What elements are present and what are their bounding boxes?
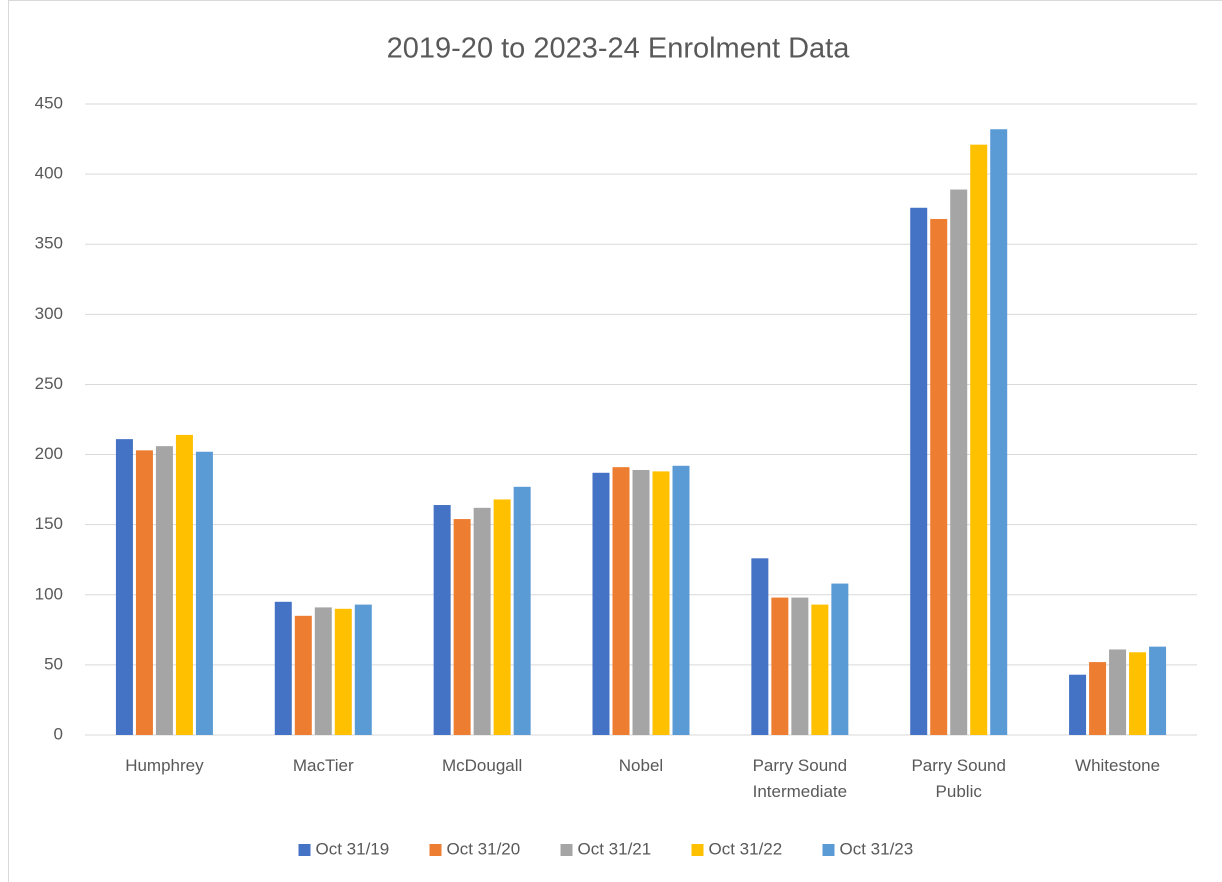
bar [910, 207, 928, 735]
bar [1129, 652, 1147, 735]
bar [473, 507, 491, 735]
bar [1069, 674, 1087, 735]
bar [314, 607, 332, 735]
x-tick-label: MacTier [292, 756, 354, 775]
x-tick-label: McDougall [441, 756, 523, 775]
y-tick-label: 400 [35, 164, 63, 183]
bar [930, 218, 948, 735]
bar [751, 558, 769, 735]
bar [612, 467, 630, 735]
bar [453, 519, 471, 735]
bar [652, 471, 670, 735]
y-tick-label: 350 [35, 234, 63, 253]
x-tick-label: Humphrey [125, 756, 204, 775]
legend-label: Oct 31/21 [578, 839, 652, 858]
bar [1109, 649, 1127, 735]
bar [771, 597, 789, 735]
y-tick-label: 50 [44, 654, 63, 673]
bar [990, 129, 1008, 736]
x-tick-label: Parry Sound Public [911, 756, 1006, 801]
legend-swatch [429, 844, 442, 856]
bar [135, 450, 153, 735]
bar [195, 451, 213, 735]
bar [970, 144, 988, 736]
legend-label: Oct 31/19 [316, 839, 390, 858]
legend-label: Oct 31/22 [709, 839, 783, 858]
legend-swatch [560, 844, 573, 856]
bar [294, 615, 312, 735]
bar [672, 465, 690, 735]
bar [513, 486, 531, 735]
x-tick-label: Nobel [618, 756, 664, 775]
bar [831, 583, 849, 735]
legend-label: Oct 31/23 [840, 839, 914, 858]
chart-title: 2019-20 to 2023-24 Enrolment Data [387, 33, 851, 65]
y-tick-label: 450 [35, 93, 63, 112]
y-tick-label: 0 [54, 724, 63, 743]
y-tick-label: 100 [35, 584, 63, 603]
bar [950, 189, 968, 736]
legend-swatch [298, 844, 311, 856]
bar [791, 597, 809, 735]
bar [493, 499, 511, 735]
bar [1089, 662, 1107, 735]
y-tick-label: 250 [35, 374, 63, 393]
bar [433, 505, 451, 735]
bar [632, 469, 650, 735]
y-tick-label: 150 [35, 514, 63, 533]
bar [115, 439, 133, 735]
bar [592, 472, 610, 735]
x-tick-label: Whitestone [1075, 756, 1161, 775]
legend-swatch [691, 844, 704, 856]
bar [354, 604, 372, 735]
bar [274, 601, 292, 735]
legend-label: Oct 31/20 [447, 839, 521, 858]
bar [334, 608, 352, 735]
bar [175, 434, 193, 735]
bar [811, 604, 829, 735]
x-tick-label: Parry Sound Intermediate [752, 756, 848, 801]
chart-frame [8, 0, 1222, 882]
y-tick-label: 300 [35, 304, 63, 323]
bar [155, 446, 173, 735]
bar [1149, 646, 1167, 735]
y-tick-label: 200 [35, 444, 63, 463]
legend-swatch [822, 844, 835, 856]
